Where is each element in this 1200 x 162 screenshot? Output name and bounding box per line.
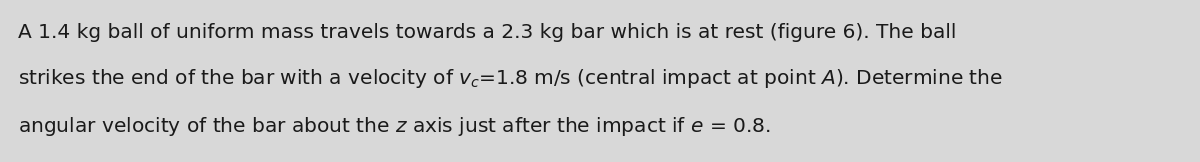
Text: A 1.4 kg ball of uniform mass travels towards a 2.3 kg bar which is at rest (fig: A 1.4 kg ball of uniform mass travels to… (18, 23, 956, 41)
Text: strikes the end of the bar with a velocity of $\mathit{v}_\mathit{c}$=1.8 m/s (c: strikes the end of the bar with a veloci… (18, 68, 1003, 91)
Text: angular velocity of the bar about the $\mathit{z}$ axis just after the impact if: angular velocity of the bar about the $\… (18, 115, 770, 138)
